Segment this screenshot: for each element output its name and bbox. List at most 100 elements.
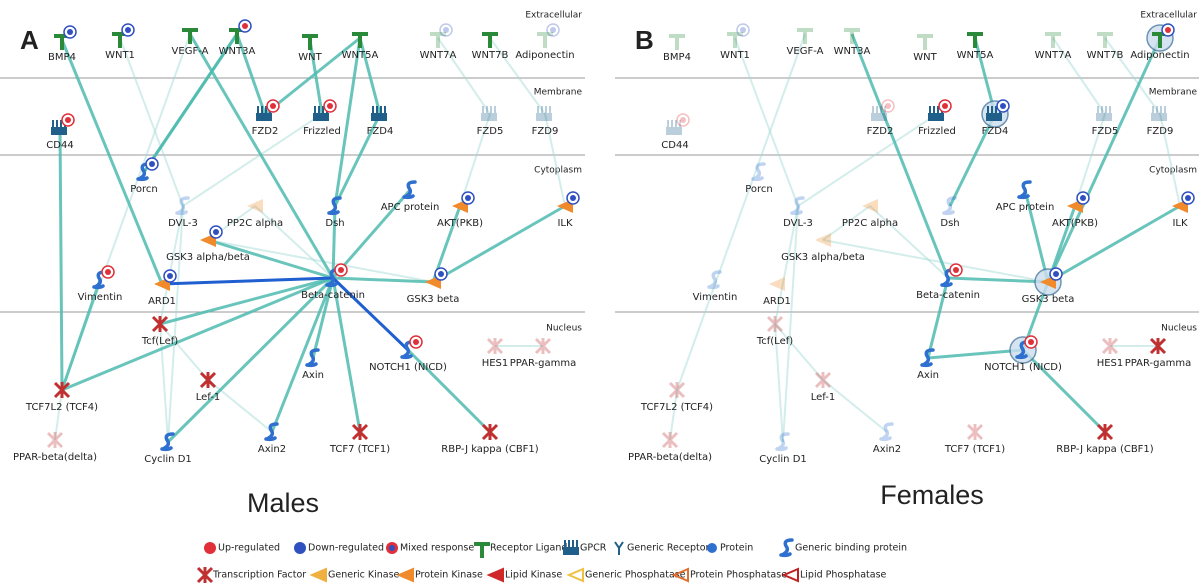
receptor-icon <box>313 106 329 121</box>
legend-item: Receptor Ligand <box>474 542 567 558</box>
protein-icon <box>325 268 340 288</box>
node-label: FZD2 <box>867 126 894 137</box>
protein-icon <box>879 422 894 442</box>
node-icon <box>862 199 878 213</box>
edge <box>235 33 267 115</box>
node-icon <box>920 348 935 368</box>
node-label: Tcf(Lef) <box>756 336 793 347</box>
edge <box>58 127 64 391</box>
expression-badge <box>145 157 159 171</box>
node-label: Cyclin D1 <box>759 454 807 465</box>
edge <box>331 276 410 352</box>
legend-label: Up-regulated <box>218 543 280 554</box>
edge <box>207 379 273 433</box>
node-icon <box>1101 337 1119 355</box>
edge <box>544 113 566 207</box>
edge <box>270 277 335 433</box>
edge <box>489 37 546 115</box>
tf-icon <box>668 381 686 399</box>
node-icon <box>940 268 955 288</box>
node-label: Beta-catenin <box>301 290 365 301</box>
node-label: APC protein <box>996 202 1055 213</box>
legend-label: Lipid Phosphatase <box>800 570 887 581</box>
edge <box>159 323 169 443</box>
node-label: WNT <box>298 52 322 63</box>
protein-icon <box>920 348 935 368</box>
edges <box>669 33 1181 443</box>
legend-item: GPCR <box>563 540 607 555</box>
node-icon <box>51 120 67 135</box>
node-icon <box>879 422 894 442</box>
edge <box>61 276 334 392</box>
node-label: RBP-J kappa (CBF1) <box>441 444 539 455</box>
node-label: HES1 <box>1097 358 1124 369</box>
node-icon <box>844 28 860 44</box>
edge <box>822 379 888 433</box>
edge <box>432 204 566 284</box>
legend-item: Generic Kinase <box>309 567 400 583</box>
node-icon <box>53 381 71 399</box>
expression-badge <box>409 335 423 349</box>
node-icon <box>351 423 369 441</box>
edge <box>850 33 950 279</box>
tf-icon <box>1096 423 1114 441</box>
edge <box>331 205 337 279</box>
edge <box>774 323 824 381</box>
ligand-icon <box>967 32 983 48</box>
edge <box>459 113 491 207</box>
ligand-icon <box>482 32 498 48</box>
node-icon <box>536 106 552 121</box>
compartment-label: Membrane <box>1149 88 1198 98</box>
tf-icon <box>661 431 679 449</box>
panel-letter: A <box>20 25 39 55</box>
node-label: PPAR-beta(delta) <box>13 452 97 463</box>
node-label: CD44 <box>661 140 688 151</box>
legend-swatch <box>396 567 414 583</box>
legend-item: Up-regulated <box>204 542 280 554</box>
edge <box>1104 37 1161 115</box>
node-label: RBP-J kappa (CBF1) <box>1056 444 1154 455</box>
node-label: FZD5 <box>1092 126 1119 137</box>
node-icon <box>402 180 417 200</box>
node-icon <box>481 423 499 441</box>
expression-badge <box>121 23 135 37</box>
receptor-icon <box>481 106 497 121</box>
legend-item: Transcription Factor <box>196 566 306 584</box>
node-icon <box>151 315 169 333</box>
node-label: HES1 <box>482 358 509 369</box>
expression-badge <box>1181 191 1195 205</box>
badge-ring <box>546 23 560 37</box>
node-label: PP2C alpha <box>227 218 283 229</box>
node-icon <box>797 28 813 44</box>
edge <box>1023 189 1050 283</box>
node-icon <box>313 106 329 121</box>
edge <box>1052 37 1106 115</box>
node-label: FZD4 <box>367 126 394 137</box>
node-label: ILK <box>1172 218 1188 229</box>
expression-badge <box>61 113 75 127</box>
tf-icon <box>966 423 984 441</box>
node-label: GSK3 alpha/beta <box>781 252 865 263</box>
node-icon <box>1045 32 1061 48</box>
legend-label: Mixed response <box>400 543 474 554</box>
node-label: BMP4 <box>48 52 76 63</box>
legend-swatch <box>294 542 306 554</box>
edge <box>774 205 799 325</box>
ligand-icon <box>797 28 813 44</box>
legend-label: Generic Phosphatase <box>585 570 686 581</box>
receptor-icon <box>666 120 682 135</box>
node-label: TCF7L2 (TCF4) <box>25 402 98 413</box>
node-icon <box>92 270 107 290</box>
legend-swatch <box>309 567 327 583</box>
kinase-icon <box>247 199 263 213</box>
edge <box>331 189 412 279</box>
tf-icon <box>814 371 832 389</box>
legend-item: Protein Kinase <box>396 567 483 583</box>
ligand-icon <box>352 32 368 48</box>
edge <box>797 113 938 207</box>
node-label: WNT1 <box>720 50 750 61</box>
node-icon <box>481 106 497 121</box>
badge-dot <box>338 267 344 273</box>
compartment-label: Nucleus <box>546 324 582 334</box>
node-icon <box>305 348 320 368</box>
